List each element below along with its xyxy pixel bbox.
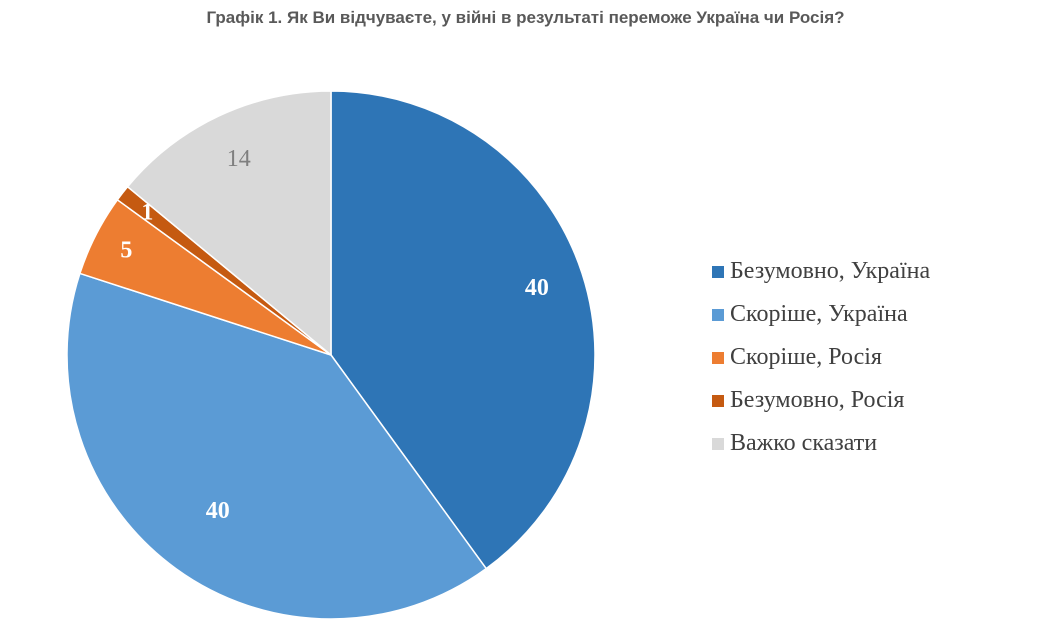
legend-item-3: Скоріше, Росія — [712, 336, 930, 379]
legend-label: Безумовно, Україна — [730, 258, 931, 284]
legend-item-1: Безумовно, Україна — [712, 250, 930, 293]
legend-swatch — [712, 437, 724, 450]
chart-legend: Безумовно, Україна Скоріше, Україна Скоріш… — [712, 250, 930, 465]
legend-label: Скоріше, Україна — [730, 301, 908, 327]
legend-item-5: Важко сказати — [712, 422, 930, 465]
legend-swatch — [712, 265, 724, 278]
legend-label: Важко сказати — [730, 430, 878, 456]
legend-label: Скоріше, Росія — [730, 344, 882, 370]
pie-slice-2 — [66, 272, 488, 620]
legend-swatch — [712, 394, 724, 407]
legend-item-2: Скоріше, Україна — [712, 293, 930, 336]
legend-item-4: Безумовно, Росія — [712, 379, 930, 422]
legend-swatch — [712, 308, 724, 321]
data-label-3: 5 — [120, 238, 132, 264]
legend-swatch — [712, 351, 724, 364]
pie-slices — [66, 90, 596, 620]
legend-label: Безумовно, Росія — [730, 387, 905, 413]
data-label-4: 1 — [141, 200, 153, 226]
data-label-2: 40 — [206, 498, 230, 524]
pie-data-labels: 40 40 51 14 — [120, 146, 549, 524]
data-label-5: 14 — [227, 146, 251, 172]
chart-title: Графік 1. Як Ви відчуваєте, у війні в ре… — [206, 8, 845, 27]
pie-slice-1 — [330, 90, 596, 570]
data-label-1: 40 — [525, 275, 549, 301]
pie-slice-5 — [126, 90, 332, 357]
